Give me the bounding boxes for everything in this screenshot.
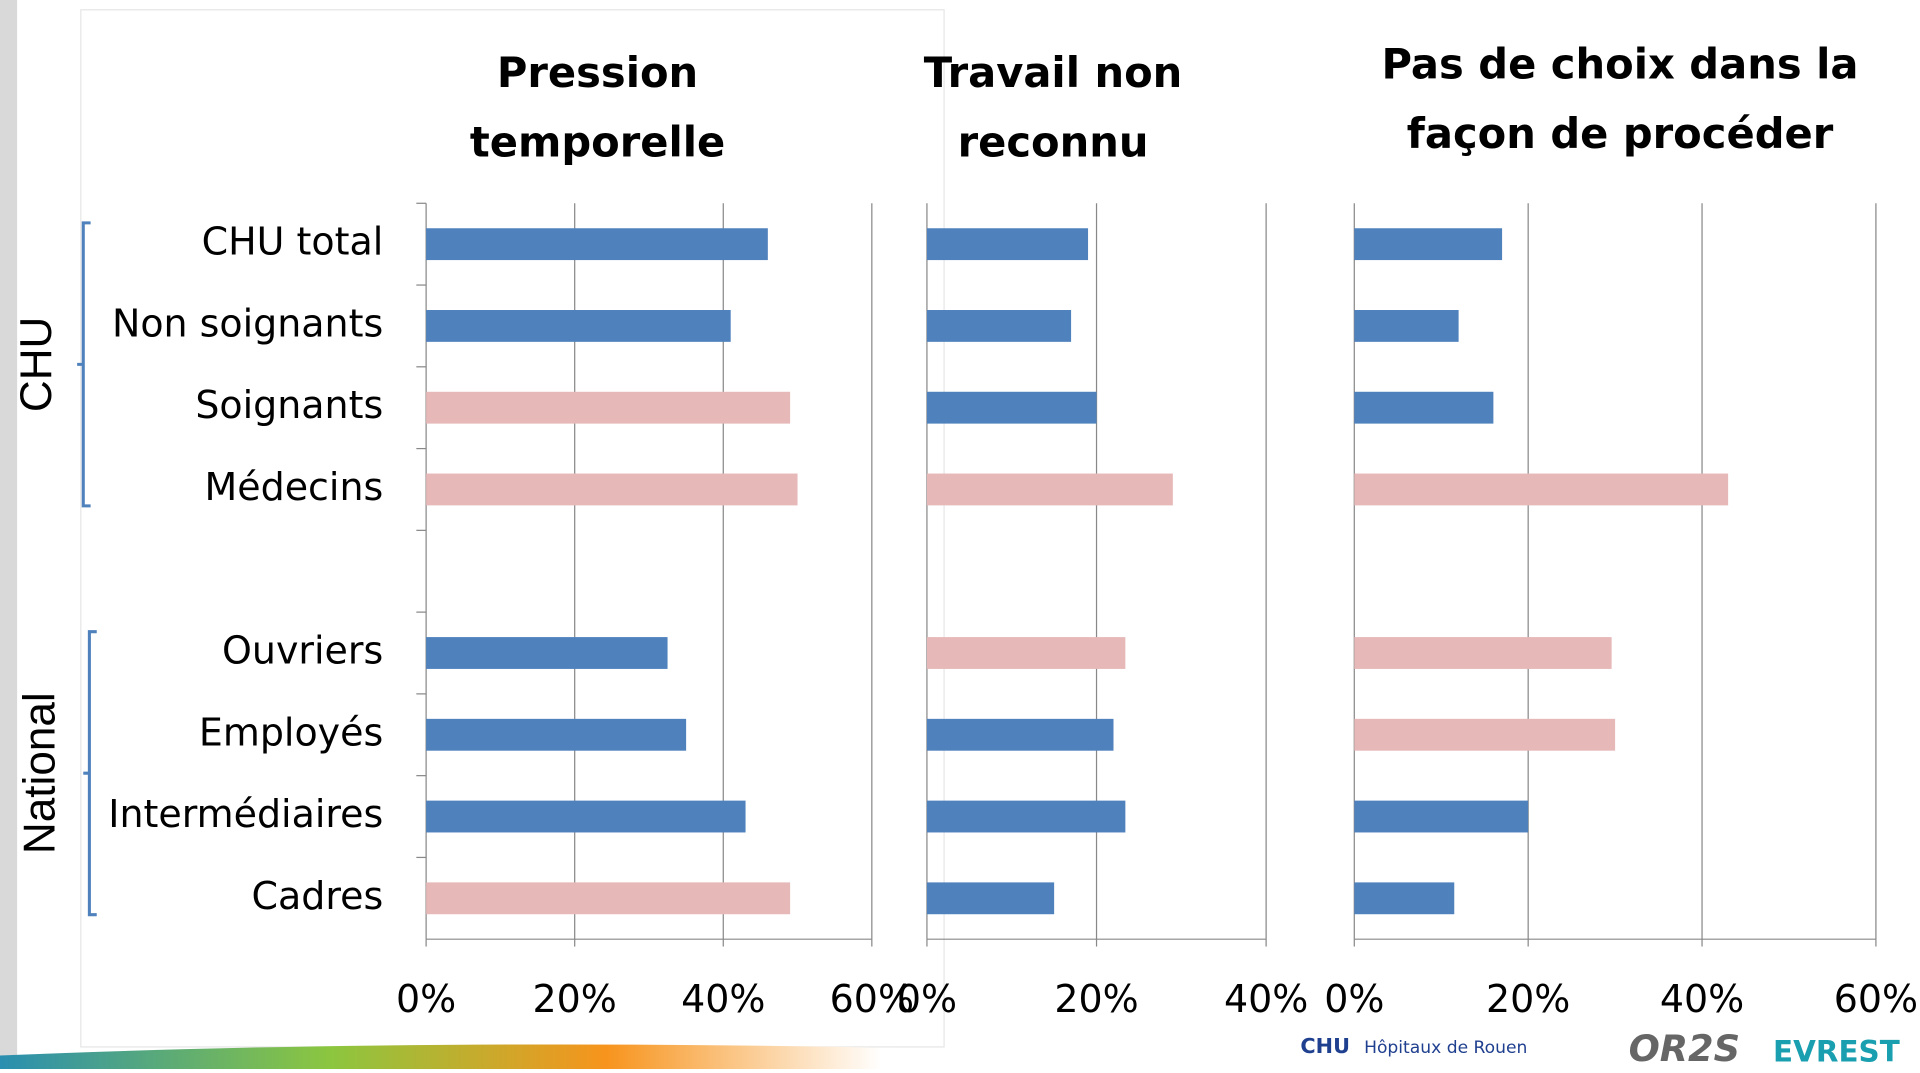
bar xyxy=(1354,800,1529,833)
x-tick-label: 40% xyxy=(1660,977,1744,1021)
panel-title: Pas de choix dans la xyxy=(1382,39,1859,88)
group-bracket xyxy=(77,221,91,508)
logo-or2s: OR2S xyxy=(1629,1027,1740,1069)
panel-title: façon de procéder xyxy=(1407,109,1834,158)
footer-logos: CHU Hôpitaux de Rouen OR2S EVREST xyxy=(1300,1027,1900,1070)
bar xyxy=(926,310,1072,342)
x-tick-label: 40% xyxy=(1224,977,1308,1021)
bar xyxy=(926,637,1126,669)
category-label: CHU total xyxy=(202,220,384,264)
x-tick-label: 0% xyxy=(897,977,957,1021)
bar xyxy=(1354,473,1729,506)
bar xyxy=(426,882,791,915)
bar xyxy=(426,718,687,751)
group-bracket xyxy=(83,630,97,917)
bar xyxy=(426,800,746,833)
panel-title: reconnu xyxy=(958,118,1149,167)
panel-title: Pression xyxy=(497,48,698,97)
category-label: Ouvriers xyxy=(222,629,383,673)
bar xyxy=(926,228,1089,261)
bar xyxy=(426,310,731,342)
side-bar xyxy=(0,0,18,1069)
bar xyxy=(426,473,798,506)
bar xyxy=(926,882,1055,915)
logo-evrest: EVREST xyxy=(1773,1035,1900,1069)
bar xyxy=(426,391,791,424)
x-tick-label: 20% xyxy=(1054,977,1138,1021)
bar xyxy=(1354,391,1494,424)
panel-title: Travail non xyxy=(924,48,1183,97)
bar xyxy=(1354,882,1455,915)
x-tick-label: 60% xyxy=(830,977,914,1021)
category-label: Non soignants xyxy=(112,301,383,345)
bar xyxy=(1354,637,1612,669)
bar xyxy=(426,637,668,669)
bar xyxy=(926,473,1173,506)
category-label: Intermédiaires xyxy=(108,792,383,836)
x-tick-label: 40% xyxy=(681,977,765,1021)
category-label: Cadres xyxy=(252,874,384,918)
x-tick-label: 20% xyxy=(1486,977,1570,1021)
x-tick-label: 20% xyxy=(533,977,617,1021)
category-label: Médecins xyxy=(205,465,384,509)
bar xyxy=(1354,718,1616,751)
logo-chu: CHU xyxy=(1300,1034,1350,1058)
x-tick-label: 0% xyxy=(1324,977,1384,1021)
x-tick-label: 0% xyxy=(396,977,456,1021)
category-label: Soignants xyxy=(195,383,383,427)
bottom-stripe xyxy=(0,1044,1103,1069)
group-label: CHU xyxy=(12,317,61,413)
bar xyxy=(426,228,768,261)
bar xyxy=(926,718,1114,751)
x-tick-label: 60% xyxy=(1834,977,1918,1021)
bar xyxy=(1354,228,1503,261)
bar xyxy=(926,391,1097,424)
panel-title: temporelle xyxy=(470,118,725,167)
logo-chu-sub: Hôpitaux de Rouen xyxy=(1364,1038,1527,1058)
group-label: National xyxy=(15,692,64,854)
bar xyxy=(926,800,1126,833)
bar xyxy=(1354,310,1459,342)
category-label: Employés xyxy=(199,710,383,754)
